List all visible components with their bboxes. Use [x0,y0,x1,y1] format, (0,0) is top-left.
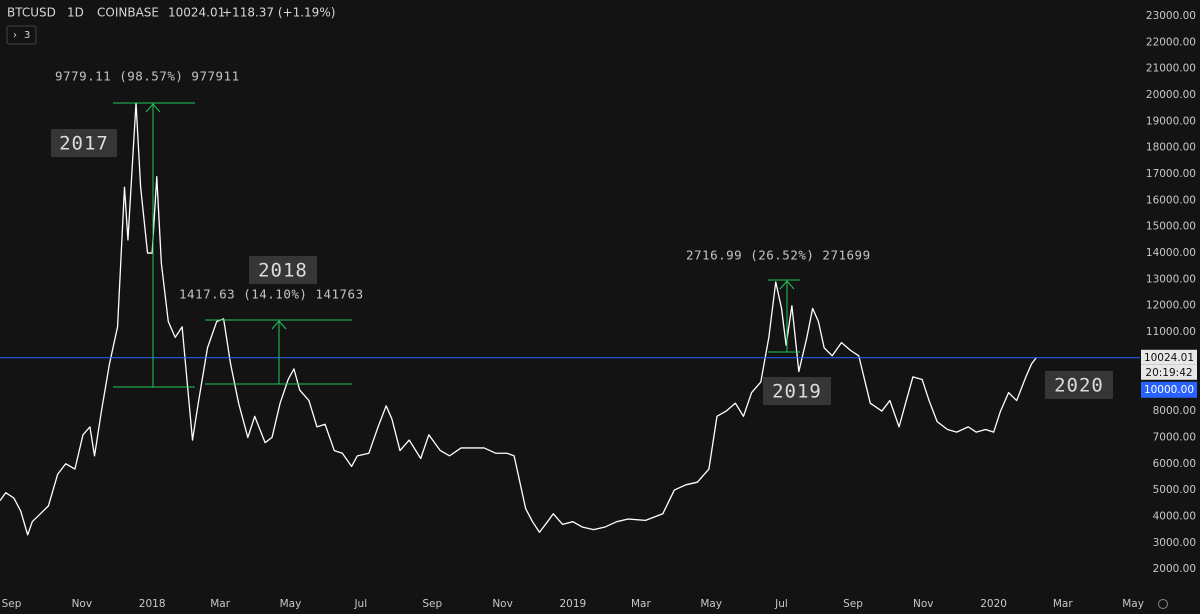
y-tick-label: 16000.00 [1146,194,1196,206]
plot [0,102,1140,536]
year-label: 2020 [1054,375,1104,397]
price-label: 10024.01 [1144,352,1194,364]
y-tick-label: 17000.00 [1146,168,1196,180]
year-box [763,377,831,405]
price-line [0,102,1037,536]
x-tick-label: Nov [492,598,513,610]
y-tick-label: 11000.00 [1146,326,1196,338]
y-tick-label: 20000.00 [1146,89,1196,101]
countdown: 20:19:42 [1145,367,1192,379]
y-tick-label: 18000.00 [1146,142,1196,154]
chevron: › [13,30,17,41]
symbol: BTCUSD [7,6,56,20]
countdown-box [1141,364,1197,380]
y-tick-label: 13000.00 [1146,273,1196,285]
y-tick-label: 22000.00 [1146,36,1196,48]
x-tick-label: 2019 [560,598,587,610]
year-label: 2018 [258,260,308,282]
y-tick-label: 14000.00 [1146,247,1196,259]
y-tick-label: 21000.00 [1146,63,1196,75]
change: +118.37 (+1.19%) [222,6,335,20]
measure-2018 [205,319,352,385]
x-tick-label: Sep [843,598,863,610]
interval: 1D [67,6,84,20]
x-tick-label: Nov [913,598,934,610]
x-tick-label: Mar [210,598,230,610]
indicator-count: 3 [24,30,30,41]
level-label: 10000.00 [1144,384,1194,396]
x-tick-label: May [1122,598,1144,610]
year-box [1045,371,1113,399]
last-price: 10024.01 [168,6,225,20]
y-tick-label: 15000.00 [1146,221,1196,233]
x-tick-label: Mar [631,598,651,610]
y-tick-label: 3000.00 [1153,537,1196,549]
measure-text: 9779.11 (98.57%) 977911 [55,69,240,84]
year-box [51,129,117,157]
indicator-toggle[interactable] [6,25,37,45]
measure-text: 2716.99 (26.52%) 271699 [686,248,871,263]
x-tick-label: Mar [1053,598,1073,610]
x-tick-label: May [280,598,302,610]
year-label: 2017 [59,133,109,155]
price-label-box [1141,349,1197,365]
x-tick-label: Sep [422,598,442,610]
x-tick-label: 2018 [139,598,166,610]
y-tick-label: 7000.00 [1153,431,1196,443]
y-tick-label: 23000.00 [1146,10,1196,22]
y-tick-label: 8000.00 [1153,405,1196,417]
measure-2017 [113,102,195,388]
year-label: 2019 [772,381,822,403]
y-tick-label: 2000.00 [1153,563,1196,575]
settings-icon[interactable] [1158,599,1168,609]
level-label-box [1141,381,1197,398]
year-box [249,256,317,284]
x-tick-label: Jul [353,598,367,610]
y-tick-label: 5000.00 [1153,484,1196,496]
y-tick-label: 12000.00 [1146,300,1196,312]
x-tick-label: Sep [2,598,22,610]
y-tick-label: 19000.00 [1146,115,1196,127]
y-tick-label: 6000.00 [1153,458,1196,470]
x-tick-label: May [700,598,722,610]
x-tick-label: Nov [72,598,93,610]
exchange: COINBASE [97,6,159,20]
measure-2019 [768,279,800,353]
x-tick-label: 2020 [980,598,1007,610]
y-tick-label: 4000.00 [1153,510,1196,522]
measure-text: 1417.63 (14.10%) 141763 [179,287,364,302]
x-tick-label: Jul [774,598,788,610]
